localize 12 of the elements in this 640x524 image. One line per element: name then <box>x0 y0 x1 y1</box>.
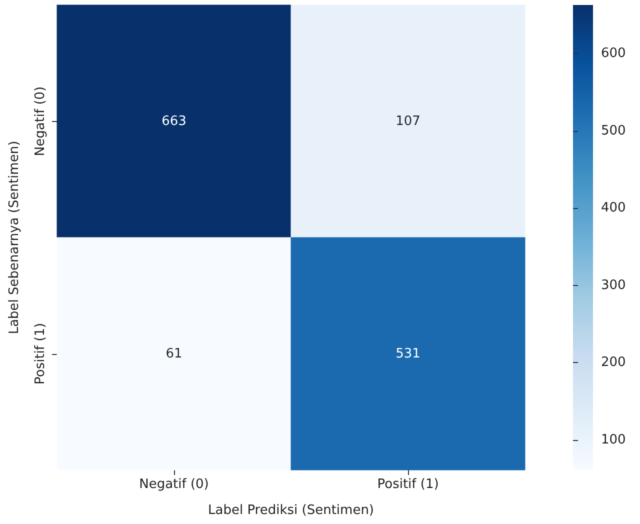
y-axis-title: Label Sebenarnya (Sentimen) <box>7 140 22 334</box>
x-axis-title: Label Prediksi (Sentimen) <box>208 503 374 518</box>
color-bar-label: 300 <box>601 278 626 293</box>
color-bar-label: 100 <box>601 432 626 448</box>
data-label: 107 <box>396 114 420 129</box>
color-bar-label: 400 <box>601 200 626 216</box>
data-label: 663 <box>162 114 186 129</box>
color-bar-label: 200 <box>601 355 626 370</box>
data-label: 61 <box>166 346 182 362</box>
color-bar-label: 500 <box>601 123 626 138</box>
data-label: 531 <box>396 346 420 362</box>
color-bar-label: 600 <box>601 46 626 62</box>
